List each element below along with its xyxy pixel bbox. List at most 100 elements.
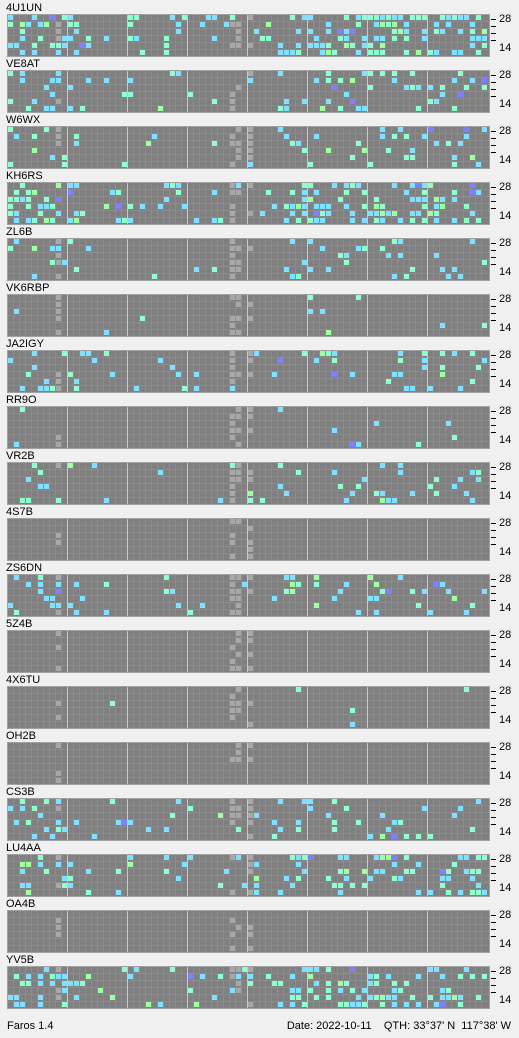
propagation-grid[interactable] [7, 70, 490, 113]
grid-column-line [427, 519, 428, 560]
propagation-grid[interactable] [7, 854, 490, 897]
grid-column-line [289, 463, 290, 504]
propagation-grid[interactable] [7, 518, 490, 561]
grid-column-line [241, 575, 242, 616]
band-top-label: 28 [499, 965, 512, 977]
grid-column-line [295, 463, 296, 504]
signal-cell [416, 834, 421, 839]
band-tick [491, 425, 496, 426]
sunrise-cell [230, 596, 235, 601]
grid-column-line [169, 127, 170, 168]
propagation-grid[interactable] [7, 182, 490, 225]
grid-column-line [145, 799, 146, 840]
signal-cell [296, 29, 301, 34]
propagation-grid[interactable] [7, 686, 490, 729]
propagation-grid[interactable] [7, 238, 490, 281]
grid-column-line [313, 631, 314, 672]
sunrise-cell [56, 295, 61, 300]
grid-column-line [385, 687, 386, 728]
grid-column-line [115, 631, 116, 672]
grid-column-line [115, 239, 116, 280]
propagation-grid[interactable] [7, 462, 490, 505]
grid-column-line [157, 407, 158, 448]
propagation-grid[interactable] [7, 630, 490, 673]
grid-column-line [355, 575, 356, 616]
grid-column-line [253, 351, 254, 392]
band-bottom-label: 14 [499, 378, 512, 390]
grid-column-line [121, 575, 122, 616]
grid-row-line [8, 21, 489, 22]
grid-column-line [397, 183, 398, 224]
band-tick [491, 201, 496, 202]
signal-cell [62, 155, 67, 160]
signal-cell [482, 78, 487, 83]
grid-column-line [481, 855, 482, 896]
grid-column-line [463, 631, 464, 672]
grid-column-line [187, 911, 188, 952]
propagation-grid[interactable] [7, 966, 490, 1009]
grid-column-line [61, 127, 62, 168]
propagation-grid[interactable] [7, 742, 490, 785]
grid-column-line [19, 799, 20, 840]
grid-column-line [259, 911, 260, 952]
signal-cell [320, 211, 325, 216]
grid-column-line [301, 351, 302, 392]
propagation-grid[interactable] [7, 126, 490, 169]
grid-column-line [319, 407, 320, 448]
signal-cell [254, 29, 259, 34]
grid-column-line [391, 407, 392, 448]
band-tick [491, 306, 496, 307]
signal-cell [380, 813, 385, 818]
grid-column-line [163, 71, 164, 112]
grid-row-line [8, 868, 489, 869]
band-bottom-label: 14 [499, 770, 512, 782]
signal-cell [74, 820, 79, 825]
grid-column-line [193, 295, 194, 336]
signal-cell [32, 43, 37, 48]
signal-cell [104, 351, 109, 356]
signal-cell [44, 22, 49, 27]
propagation-grid[interactable] [7, 294, 490, 337]
propagation-grid[interactable] [7, 910, 490, 953]
grid-column-line [469, 519, 470, 560]
grid-column-line [385, 351, 386, 392]
signal-cell [74, 183, 79, 188]
signal-cell [56, 589, 61, 594]
signal-cell [344, 183, 349, 188]
grid-column-line [445, 127, 446, 168]
grid-column-line [265, 743, 266, 784]
grid-column-line [325, 911, 326, 952]
signal-cell [122, 967, 127, 972]
grid-column-line [145, 967, 146, 1008]
sunrise-cell [230, 267, 235, 272]
signal-cell [44, 197, 49, 202]
sunrise-cell [236, 708, 241, 713]
propagation-grid[interactable] [7, 574, 490, 617]
grid-column-line [403, 295, 404, 336]
grid-row-line [8, 385, 489, 386]
grid-column-line [253, 519, 254, 560]
band-tick [491, 432, 496, 433]
signal-cell [326, 330, 331, 335]
signal-cell [236, 974, 241, 979]
grid-row-line [8, 707, 489, 708]
propagation-grid[interactable] [7, 350, 490, 393]
grid-column-line [109, 295, 110, 336]
grid-column-line [295, 239, 296, 280]
signal-cell [374, 596, 379, 601]
grid-column-line [475, 239, 476, 280]
signal-cell [62, 43, 67, 48]
grid-column-line [169, 743, 170, 784]
propagation-grid[interactable] [7, 798, 490, 841]
propagation-grid[interactable] [7, 406, 490, 449]
grid-column-line [145, 127, 146, 168]
grid-column-line [361, 575, 362, 616]
propagation-grid[interactable] [7, 14, 490, 57]
signal-cell [170, 967, 175, 972]
grid-column-line [55, 71, 56, 112]
signal-cell [164, 827, 169, 832]
signal-cell [68, 106, 73, 111]
grid-column-line [409, 71, 410, 112]
grid-column-line [427, 575, 428, 616]
signal-cell [68, 190, 73, 195]
